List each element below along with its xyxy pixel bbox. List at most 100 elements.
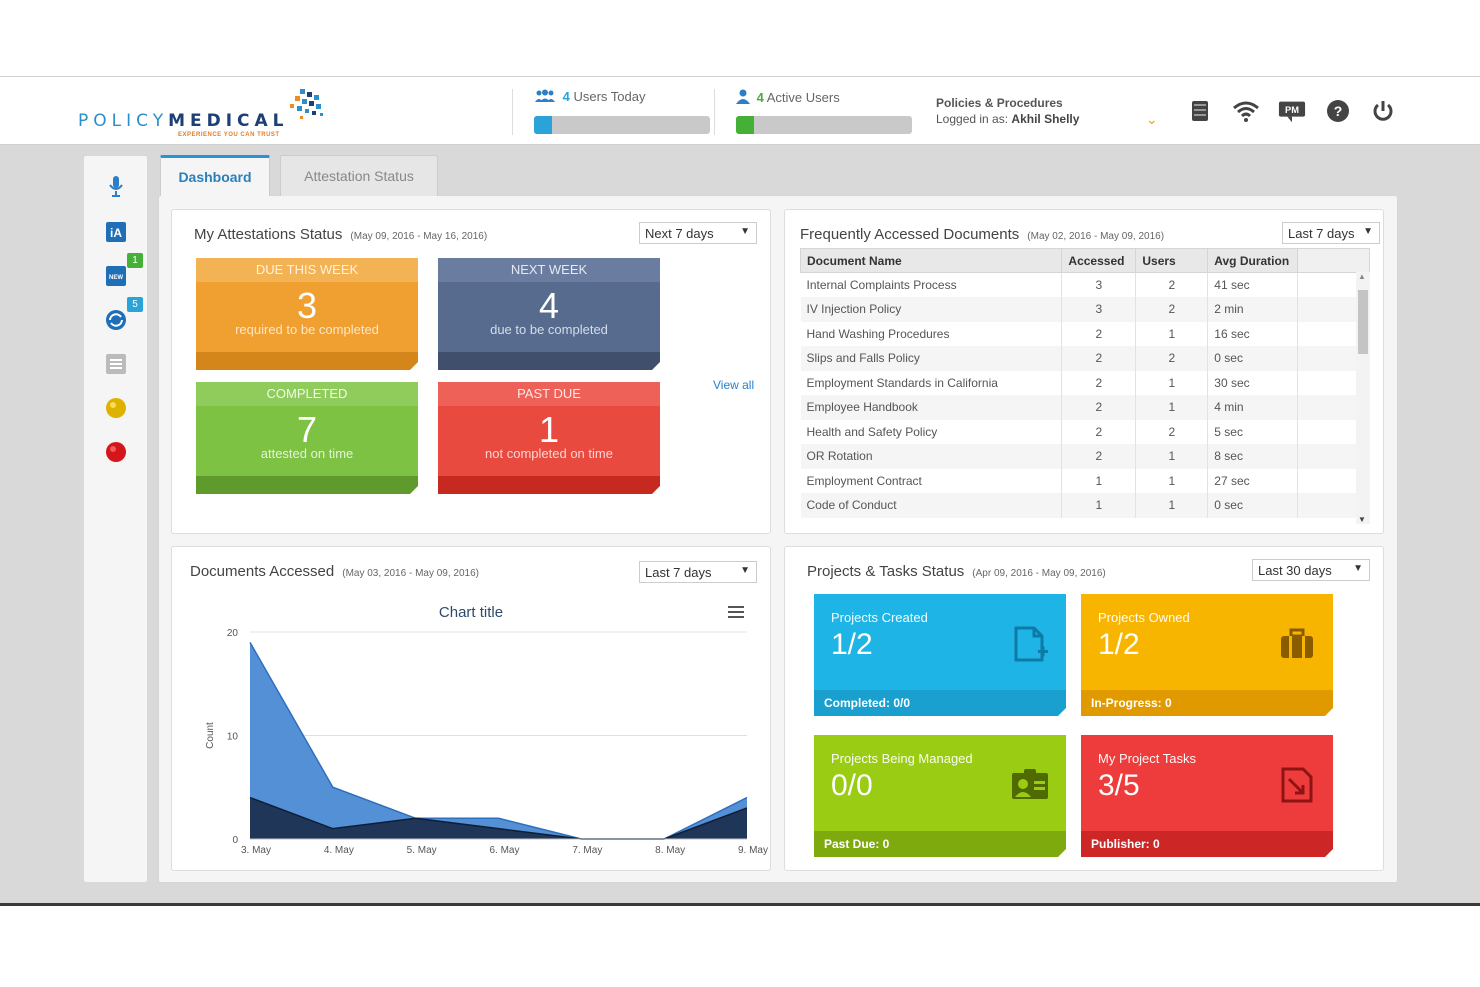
- microphone-icon[interactable]: [104, 174, 128, 198]
- tile-head: DUE THIS WEEK: [196, 258, 418, 282]
- cell-avg-duration: 0 sec: [1207, 493, 1299, 518]
- cell-accessed: 2: [1061, 370, 1137, 395]
- y-axis-label: Count: [205, 722, 216, 749]
- tile-head: COMPLETED: [196, 382, 418, 406]
- ptile-value: 1/2: [1098, 628, 1140, 661]
- cell-users: 1: [1135, 493, 1209, 518]
- tile-completed[interactable]: COMPLETED 7 attested on time: [196, 382, 418, 494]
- pm-icon[interactable]: PM: [1278, 97, 1306, 125]
- cell-users: 1: [1135, 444, 1209, 469]
- briefcase-icon: [1281, 628, 1313, 658]
- frequent-docs-panel: Frequently Accessed Documents (May 02, 20…: [784, 209, 1384, 534]
- active-users-label: Active Users: [766, 90, 840, 105]
- tile-my-project-tasks[interactable]: My Project Tasks 3/5 Publisher: 0: [1081, 735, 1333, 857]
- table-header-row: Document Name Accessed Users Avg Duratio…: [799, 248, 1370, 273]
- cell-accessed: 3: [1061, 297, 1137, 322]
- tile-value: 7: [296, 409, 318, 450]
- table-row[interactable]: Slips and Falls Policy 2 2 0 sec: [800, 346, 1370, 371]
- tile-sub: attested on time: [260, 446, 354, 461]
- cell-avg-duration: 16 sec: [1207, 321, 1299, 346]
- scrollbar-thumb[interactable]: [1358, 290, 1368, 354]
- cell-users: 2: [1135, 346, 1209, 371]
- tile-head: NEXT WEEK: [438, 258, 660, 282]
- chart-title: Chart title: [439, 604, 503, 621]
- view-all-link[interactable]: View all: [713, 378, 755, 392]
- col-avg-duration[interactable]: Avg Duration: [1207, 248, 1299, 273]
- tile-projects-created[interactable]: Projects Created 1/2 Completed: 0/0: [814, 594, 1066, 716]
- frequent-docs-body: Internal Complaints Process 3 2 41 sec IV In…: [800, 272, 1370, 518]
- attestations-range: (May 09, 2016 - May 16, 2016): [350, 231, 488, 242]
- sync-icon[interactable]: [104, 308, 128, 332]
- cell-document-name: Employee Handbook: [800, 395, 1063, 420]
- left-sidebar: iA NEW 1 5: [83, 155, 148, 883]
- col-document-name[interactable]: Document Name: [799, 248, 1063, 273]
- documents-accessed-panel: Documents Accessed (May 03, 2016 - May 09…: [171, 546, 771, 871]
- y-tick-label: 10: [227, 732, 239, 743]
- cell-document-name: OR Rotation: [800, 444, 1063, 469]
- table-row[interactable]: Code of Conduct 1 1 0 sec: [800, 493, 1370, 518]
- ia-icon[interactable]: iA: [104, 220, 128, 244]
- table-row[interactable]: Health and Safety Policy 2 2 5 sec: [800, 419, 1370, 444]
- tile-sub: required to be completed: [235, 322, 379, 337]
- tile-projects-being-managed[interactable]: Projects Being Managed 0/0 Past Due: 0: [814, 735, 1066, 857]
- col-users[interactable]: Users: [1135, 248, 1209, 273]
- projects-title: Projects & Tasks Status (Apr 09, 2016 - M…: [807, 563, 1106, 580]
- tile-due-this-week[interactable]: DUE THIS WEEK 3 required to be completed: [196, 258, 418, 370]
- policymedical-logo[interactable]: POLICYMEDICAL EXPERIENCE YOU CAN TRUST: [78, 87, 338, 139]
- red-status-icon[interactable]: [104, 440, 128, 464]
- id-card-icon: [1012, 769, 1048, 799]
- table-row[interactable]: Internal Complaints Process 3 2 41 sec: [800, 272, 1370, 297]
- cell-users: 2: [1135, 297, 1209, 322]
- wifi-icon[interactable]: [1232, 97, 1260, 125]
- cell-accessed: 2: [1061, 321, 1137, 346]
- top-bar: POLICYMEDICAL EXPERIENCE YOU CAN TRUST 4…: [0, 77, 1480, 145]
- yellow-status-icon[interactable]: [104, 396, 128, 420]
- checklist-icon[interactable]: [104, 352, 128, 376]
- logged-in-prefix: Logged in as:: [936, 112, 1009, 126]
- tile-sub: due to be completed: [490, 322, 608, 337]
- logo-dots-icon: [290, 89, 323, 119]
- dropdown-arrow-icon: ▼: [740, 565, 750, 576]
- tile-past-due[interactable]: PAST DUE 1 not completed on time: [438, 382, 660, 494]
- attestations-range-select[interactable]: Next 7 days ▼: [639, 222, 757, 244]
- table-row[interactable]: Employment Contract 1 1 27 sec: [800, 468, 1370, 493]
- ptile-footer: Publisher: 0: [1081, 831, 1333, 857]
- cell-document-name: Code of Conduct: [800, 493, 1063, 518]
- table-row[interactable]: Hand Washing Procedures 2 1 16 sec: [800, 321, 1370, 346]
- user-menu-chevron-icon[interactable]: ⌄: [1146, 111, 1158, 127]
- server-icon[interactable]: [1186, 97, 1214, 125]
- tab-attestation-status[interactable]: Attestation Status: [280, 155, 438, 196]
- frequent-docs-range-select[interactable]: Last 7 days ▼: [1282, 222, 1380, 244]
- scroll-down-icon[interactable]: ▼: [1358, 515, 1366, 524]
- cell-avg-duration: 4 min: [1207, 395, 1299, 420]
- svg-text:?: ?: [1334, 103, 1343, 119]
- cell-users: 2: [1135, 419, 1209, 444]
- x-tick-label: 7. May: [572, 845, 602, 856]
- documents-accessed-range-select[interactable]: Last 7 days ▼: [639, 561, 757, 583]
- app-window: POLICYMEDICAL EXPERIENCE YOU CAN TRUST 4…: [0, 76, 1480, 906]
- tile-next-week[interactable]: NEXT WEEK 4 due to be completed: [438, 258, 660, 370]
- user-context[interactable]: Policies & Procedures Logged in as: Akhi…: [936, 95, 1079, 127]
- attestations-title: My Attestations Status (May 09, 2016 - Ma…: [194, 226, 488, 243]
- scroll-up-icon[interactable]: ▲: [1358, 272, 1366, 281]
- power-icon[interactable]: [1369, 97, 1397, 125]
- cell-avg-duration: 0 sec: [1207, 346, 1299, 371]
- cell-document-name: Employment Contract: [800, 468, 1063, 493]
- active-users-count: 4: [756, 90, 764, 105]
- tile-projects-owned[interactable]: Projects Owned 1/2 In-Progress: 0: [1081, 594, 1333, 716]
- table-row[interactable]: Employee Handbook 2 1 4 min: [800, 395, 1370, 420]
- help-icon[interactable]: ?: [1324, 97, 1352, 125]
- hamburger-icon[interactable]: [728, 606, 744, 618]
- table-row[interactable]: OR Rotation 2 1 8 sec: [800, 444, 1370, 469]
- news-icon[interactable]: NEW: [104, 264, 128, 288]
- cell-accessed: 1: [1061, 493, 1137, 518]
- task-document-icon: [1281, 767, 1313, 803]
- tab-dashboard[interactable]: Dashboard: [160, 155, 270, 196]
- table-row[interactable]: IV Injection Policy 3 2 2 min: [800, 297, 1370, 322]
- table-row[interactable]: Employment Standards in California 2 1 30 s…: [800, 370, 1370, 395]
- col-accessed[interactable]: Accessed: [1061, 248, 1137, 273]
- cell-accessed: 2: [1061, 346, 1137, 371]
- projects-range-select[interactable]: Last 30 days ▼: [1252, 559, 1370, 581]
- table-scrollbar[interactable]: ▲ ▼: [1356, 272, 1370, 524]
- cell-users: 1: [1135, 370, 1209, 395]
